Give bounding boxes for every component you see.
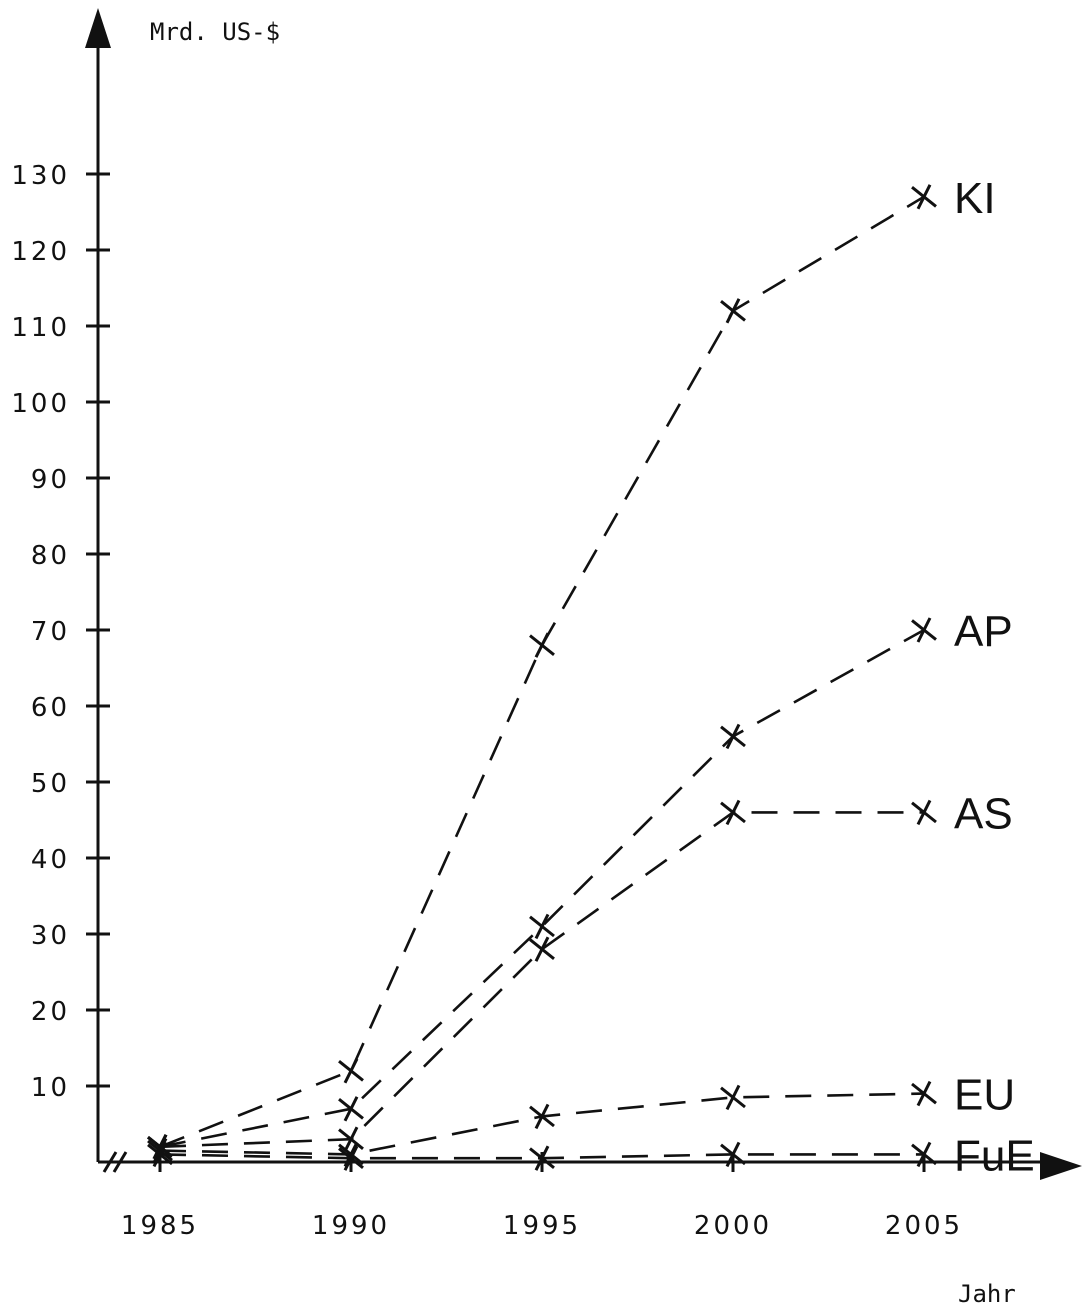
data-point-marker <box>720 1141 746 1168</box>
y-tick-label: 120 <box>11 237 70 267</box>
y-tick-label: 30 <box>31 921 70 951</box>
series-label-ap: AP <box>954 607 1013 656</box>
data-point-marker <box>720 1084 746 1111</box>
data-point-marker <box>147 1134 173 1160</box>
y-tick-label: 110 <box>11 313 70 343</box>
data-point-marker <box>911 617 937 643</box>
y-tick-label: 60 <box>31 693 70 723</box>
y-tick-label: 100 <box>11 389 70 419</box>
series-lines <box>159 195 925 1160</box>
data-point-marker <box>911 1141 937 1168</box>
data-point-marker <box>529 1145 555 1171</box>
series-line-ki <box>159 195 925 1149</box>
series-line-ap <box>159 628 925 1149</box>
x-ticks: 1985 1990 1995 2000 2005 <box>121 1152 963 1241</box>
y-tick-label: 50 <box>31 769 70 799</box>
y-tick-label: 80 <box>31 541 70 571</box>
series-label-as: AS <box>954 789 1013 838</box>
x-tick-label: 2005 <box>885 1211 963 1241</box>
data-point-marker <box>529 1103 555 1130</box>
axis-break-mark <box>102 1151 132 1173</box>
x-axis-label: Jahr <box>958 1280 1016 1308</box>
data-point-marker <box>911 184 937 210</box>
x-tick-label: 1985 <box>121 1211 199 1241</box>
series-line-as <box>159 811 924 1149</box>
data-point-marker <box>147 1137 173 1164</box>
data-point-marker <box>338 1096 364 1122</box>
data-point-marker <box>911 1080 937 1107</box>
data-point-marker <box>720 298 746 324</box>
y-ticks: 10 20 30 40 50 60 70 80 90 100 110 120 130 <box>11 161 110 1103</box>
series-label-ki: KI <box>954 174 996 223</box>
x-tick-label: 1995 <box>503 1211 581 1241</box>
y-tick-label: 10 <box>31 1073 70 1103</box>
series-label-eu: EU <box>954 1071 1015 1120</box>
y-tick-label: 130 <box>11 161 70 191</box>
y-tick-label: 40 <box>31 845 70 875</box>
data-point-marker <box>911 799 937 826</box>
data-point-marker <box>338 1126 364 1152</box>
y-tick-label: 70 <box>31 617 70 647</box>
x-tick-label: 2000 <box>694 1211 772 1241</box>
y-axis-label: Mrd. US-$ <box>150 18 280 46</box>
data-point-marker <box>720 799 746 826</box>
x-axis-arrow <box>1040 1152 1082 1180</box>
series-label-fue: FuE <box>954 1131 1035 1180</box>
series-labels: KI AP AS EU FuE <box>954 174 1035 1181</box>
data-point-marker <box>720 723 746 750</box>
data-point-marker <box>147 1141 173 1168</box>
series-markers <box>147 184 937 1171</box>
y-tick-label: 20 <box>31 997 70 1027</box>
series-line-eu <box>159 1092 925 1156</box>
axes: Mrd. US-$ Jahr <box>85 8 1082 1308</box>
data-point-marker <box>529 632 555 658</box>
data-point-marker <box>338 1058 364 1084</box>
y-axis-arrow <box>85 8 111 48</box>
data-point-marker <box>529 936 555 962</box>
data-point-marker <box>338 1141 364 1168</box>
data-point-marker <box>338 1145 364 1171</box>
data-point-marker <box>529 913 555 940</box>
y-tick-label: 90 <box>31 465 70 495</box>
x-tick-label: 1990 <box>312 1211 390 1241</box>
